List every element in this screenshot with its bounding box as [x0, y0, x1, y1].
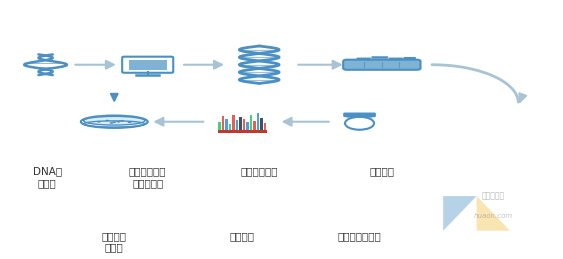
- Bar: [246, 122, 249, 131]
- Text: 载体构建及抽提: 载体构建及抽提: [338, 231, 381, 241]
- FancyBboxPatch shape: [356, 57, 371, 60]
- Bar: [260, 118, 263, 131]
- Text: 序列优化及寡
核苷酸设计: 序列优化及寡 核苷酸设计: [129, 166, 167, 188]
- Bar: [249, 115, 252, 131]
- Text: huaon.com: huaon.com: [473, 213, 513, 219]
- Bar: [232, 114, 235, 131]
- FancyBboxPatch shape: [122, 57, 173, 73]
- Bar: [243, 119, 245, 131]
- Bar: [225, 119, 228, 131]
- Bar: [218, 122, 221, 131]
- Ellipse shape: [84, 116, 145, 125]
- Bar: [229, 124, 231, 131]
- Bar: [257, 113, 259, 131]
- Circle shape: [345, 117, 374, 130]
- Text: 质量控制: 质量控制: [230, 231, 255, 241]
- FancyBboxPatch shape: [404, 57, 416, 60]
- Bar: [222, 116, 225, 131]
- Polygon shape: [347, 115, 372, 117]
- FancyBboxPatch shape: [344, 113, 375, 117]
- Polygon shape: [477, 196, 510, 231]
- FancyBboxPatch shape: [343, 60, 421, 70]
- Text: 基因组装: 基因组装: [369, 166, 394, 176]
- Polygon shape: [443, 196, 477, 231]
- Circle shape: [120, 120, 124, 121]
- Bar: [236, 120, 238, 131]
- Text: 寡核苷酸合成: 寡核苷酸合成: [240, 166, 278, 176]
- Bar: [239, 117, 242, 131]
- Bar: [129, 60, 167, 70]
- Circle shape: [97, 121, 101, 123]
- Circle shape: [128, 121, 132, 123]
- Circle shape: [110, 122, 113, 124]
- Circle shape: [112, 121, 116, 123]
- Bar: [253, 121, 256, 131]
- Text: 华经情报网: 华经情报网: [482, 192, 505, 200]
- Ellipse shape: [81, 116, 148, 128]
- Bar: [218, 131, 267, 133]
- FancyBboxPatch shape: [389, 57, 403, 60]
- FancyBboxPatch shape: [372, 56, 388, 59]
- Bar: [263, 123, 266, 131]
- Text: 转染等下
游应用: 转染等下 游应用: [102, 231, 127, 252]
- Circle shape: [117, 121, 120, 123]
- Circle shape: [105, 120, 109, 121]
- Text: DNA片
段选择: DNA片 段选择: [33, 166, 62, 188]
